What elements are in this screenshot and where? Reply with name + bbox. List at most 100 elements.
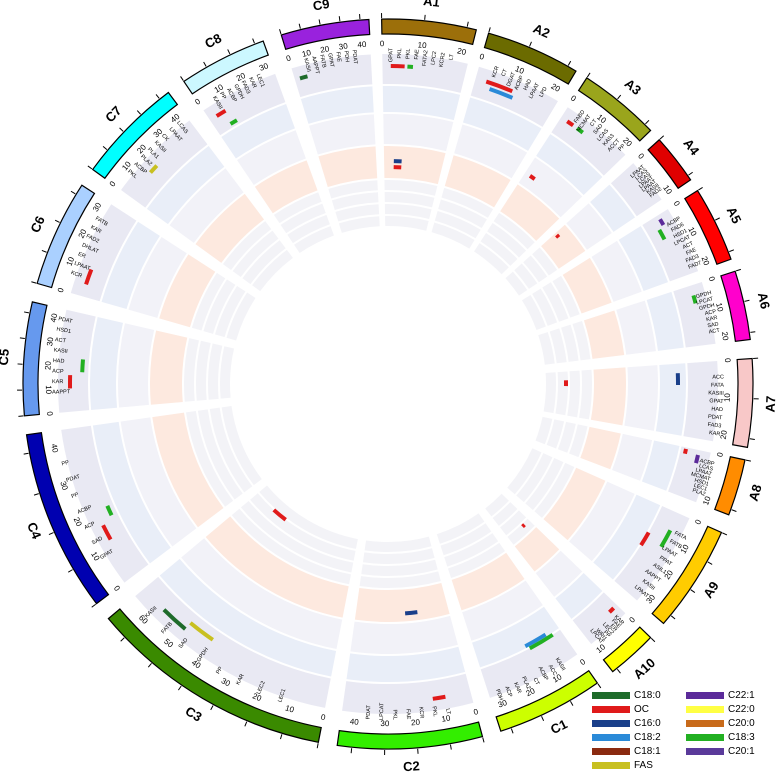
- tick-label: 40: [49, 312, 60, 323]
- tick-mark: [20, 338, 25, 339]
- tick-label: 20: [719, 429, 729, 440]
- tick-mark: [450, 745, 451, 750]
- tick-label: 10: [417, 40, 427, 50]
- tick-label: 10: [284, 703, 296, 714]
- legend-label: C20:0: [728, 718, 755, 729]
- legend-swatch: [686, 706, 724, 713]
- tick-mark: [245, 722, 247, 727]
- tick-mark: [253, 39, 255, 44]
- tick-mark: [24, 453, 29, 454]
- tick-label: 10: [701, 494, 713, 506]
- tick-label: 20: [72, 516, 84, 528]
- tick-label: 0: [723, 358, 732, 364]
- gene-label: LT: [448, 53, 455, 61]
- tick-label: 30: [58, 480, 69, 492]
- qtl-mark: [68, 375, 72, 388]
- track-segment: [385, 216, 429, 231]
- chromosome-label: C1: [548, 716, 570, 737]
- tick-label: 0: [628, 615, 638, 625]
- tick-mark: [339, 16, 340, 21]
- tick-mark: [483, 738, 484, 743]
- chromosome-a1: [382, 19, 477, 44]
- tick-label: 20: [135, 142, 148, 155]
- tick-label: 10: [89, 550, 102, 563]
- legend-label: C22:1: [728, 690, 755, 701]
- track-segment: [318, 146, 377, 187]
- tick-mark: [103, 146, 107, 149]
- gene-label: PDAT: [366, 704, 373, 719]
- gene-label: PKL: [405, 48, 412, 59]
- tick-label: 0: [578, 657, 587, 667]
- tick-mark: [736, 269, 741, 271]
- chromosome-label: A4: [680, 136, 703, 159]
- tick-mark: [68, 570, 72, 573]
- chromosome-label: C6: [27, 214, 48, 235]
- legend-label: C18:1: [634, 746, 661, 757]
- tick-mark: [280, 29, 281, 34]
- tick-label: 10: [595, 642, 608, 655]
- gene-label: CT: [532, 677, 541, 687]
- gene-label: LPCAT: [379, 702, 385, 720]
- tick-mark: [181, 76, 184, 80]
- legend-swatch: [592, 762, 630, 769]
- tick-label: 40: [49, 443, 60, 454]
- track-segment: [220, 346, 234, 398]
- gene-label: PKL: [397, 48, 403, 59]
- qtl-mark: [80, 359, 85, 372]
- tick-label: 10: [661, 184, 674, 197]
- chromosome-label: A6: [755, 291, 773, 310]
- tick-mark: [148, 663, 151, 667]
- tick-label: 40: [357, 40, 367, 50]
- tick-label: 0: [112, 584, 122, 593]
- tick-label: 0: [715, 451, 725, 458]
- legend-swatch: [592, 706, 630, 713]
- tick-label: 0: [693, 518, 703, 526]
- tick-mark: [467, 22, 468, 27]
- chromosome-label: C9: [312, 0, 331, 14]
- tick-label: 0: [473, 707, 480, 717]
- tick-mark: [729, 250, 734, 252]
- gene-label: FAE: [414, 49, 421, 60]
- tick-mark: [732, 510, 737, 512]
- legend-label: OC: [634, 704, 649, 715]
- tick-label: 0: [285, 53, 292, 63]
- tick-mark: [530, 42, 532, 47]
- chromosome-label: C4: [24, 520, 45, 542]
- gene-label: PKL: [430, 706, 437, 717]
- tick-mark: [750, 332, 755, 333]
- gene-label: FATA: [711, 383, 724, 389]
- gene-label: AAPPT: [52, 389, 71, 395]
- tick-mark: [178, 686, 181, 690]
- legend-swatch: [686, 734, 724, 741]
- tick-label: 20: [43, 360, 52, 370]
- tick-label: 10: [44, 385, 53, 395]
- legend-label: C18:0: [634, 690, 661, 701]
- tick-label: 30: [45, 336, 55, 346]
- tick-mark: [92, 604, 96, 607]
- qtl-mark: [407, 65, 413, 69]
- qtl-mark: [394, 159, 402, 163]
- gene-label: HAD: [53, 358, 65, 365]
- tick-mark: [211, 705, 213, 709]
- tick-mark: [587, 73, 590, 77]
- tick-label: 20: [411, 718, 421, 728]
- tick-label: 40: [349, 717, 359, 727]
- tick-label: 0: [56, 286, 66, 293]
- track-segment: [350, 616, 457, 654]
- tick-label: 0: [380, 39, 385, 48]
- tick-mark: [319, 19, 320, 24]
- chromosome-label: A5: [724, 204, 745, 226]
- tick-mark: [651, 638, 655, 641]
- chromosome-a7: [733, 359, 753, 448]
- tick-mark: [745, 300, 750, 301]
- gene-label: ACP: [52, 369, 64, 375]
- tick-mark: [489, 27, 490, 32]
- chromosome-label: C5: [0, 348, 12, 366]
- chromosome-label: A10: [630, 655, 658, 682]
- tick-label: 30: [338, 41, 349, 51]
- tick-label: 0: [707, 275, 717, 283]
- tick-label: 20: [320, 44, 331, 55]
- tick-mark: [120, 128, 124, 131]
- chromosome-label: C8: [202, 30, 224, 51]
